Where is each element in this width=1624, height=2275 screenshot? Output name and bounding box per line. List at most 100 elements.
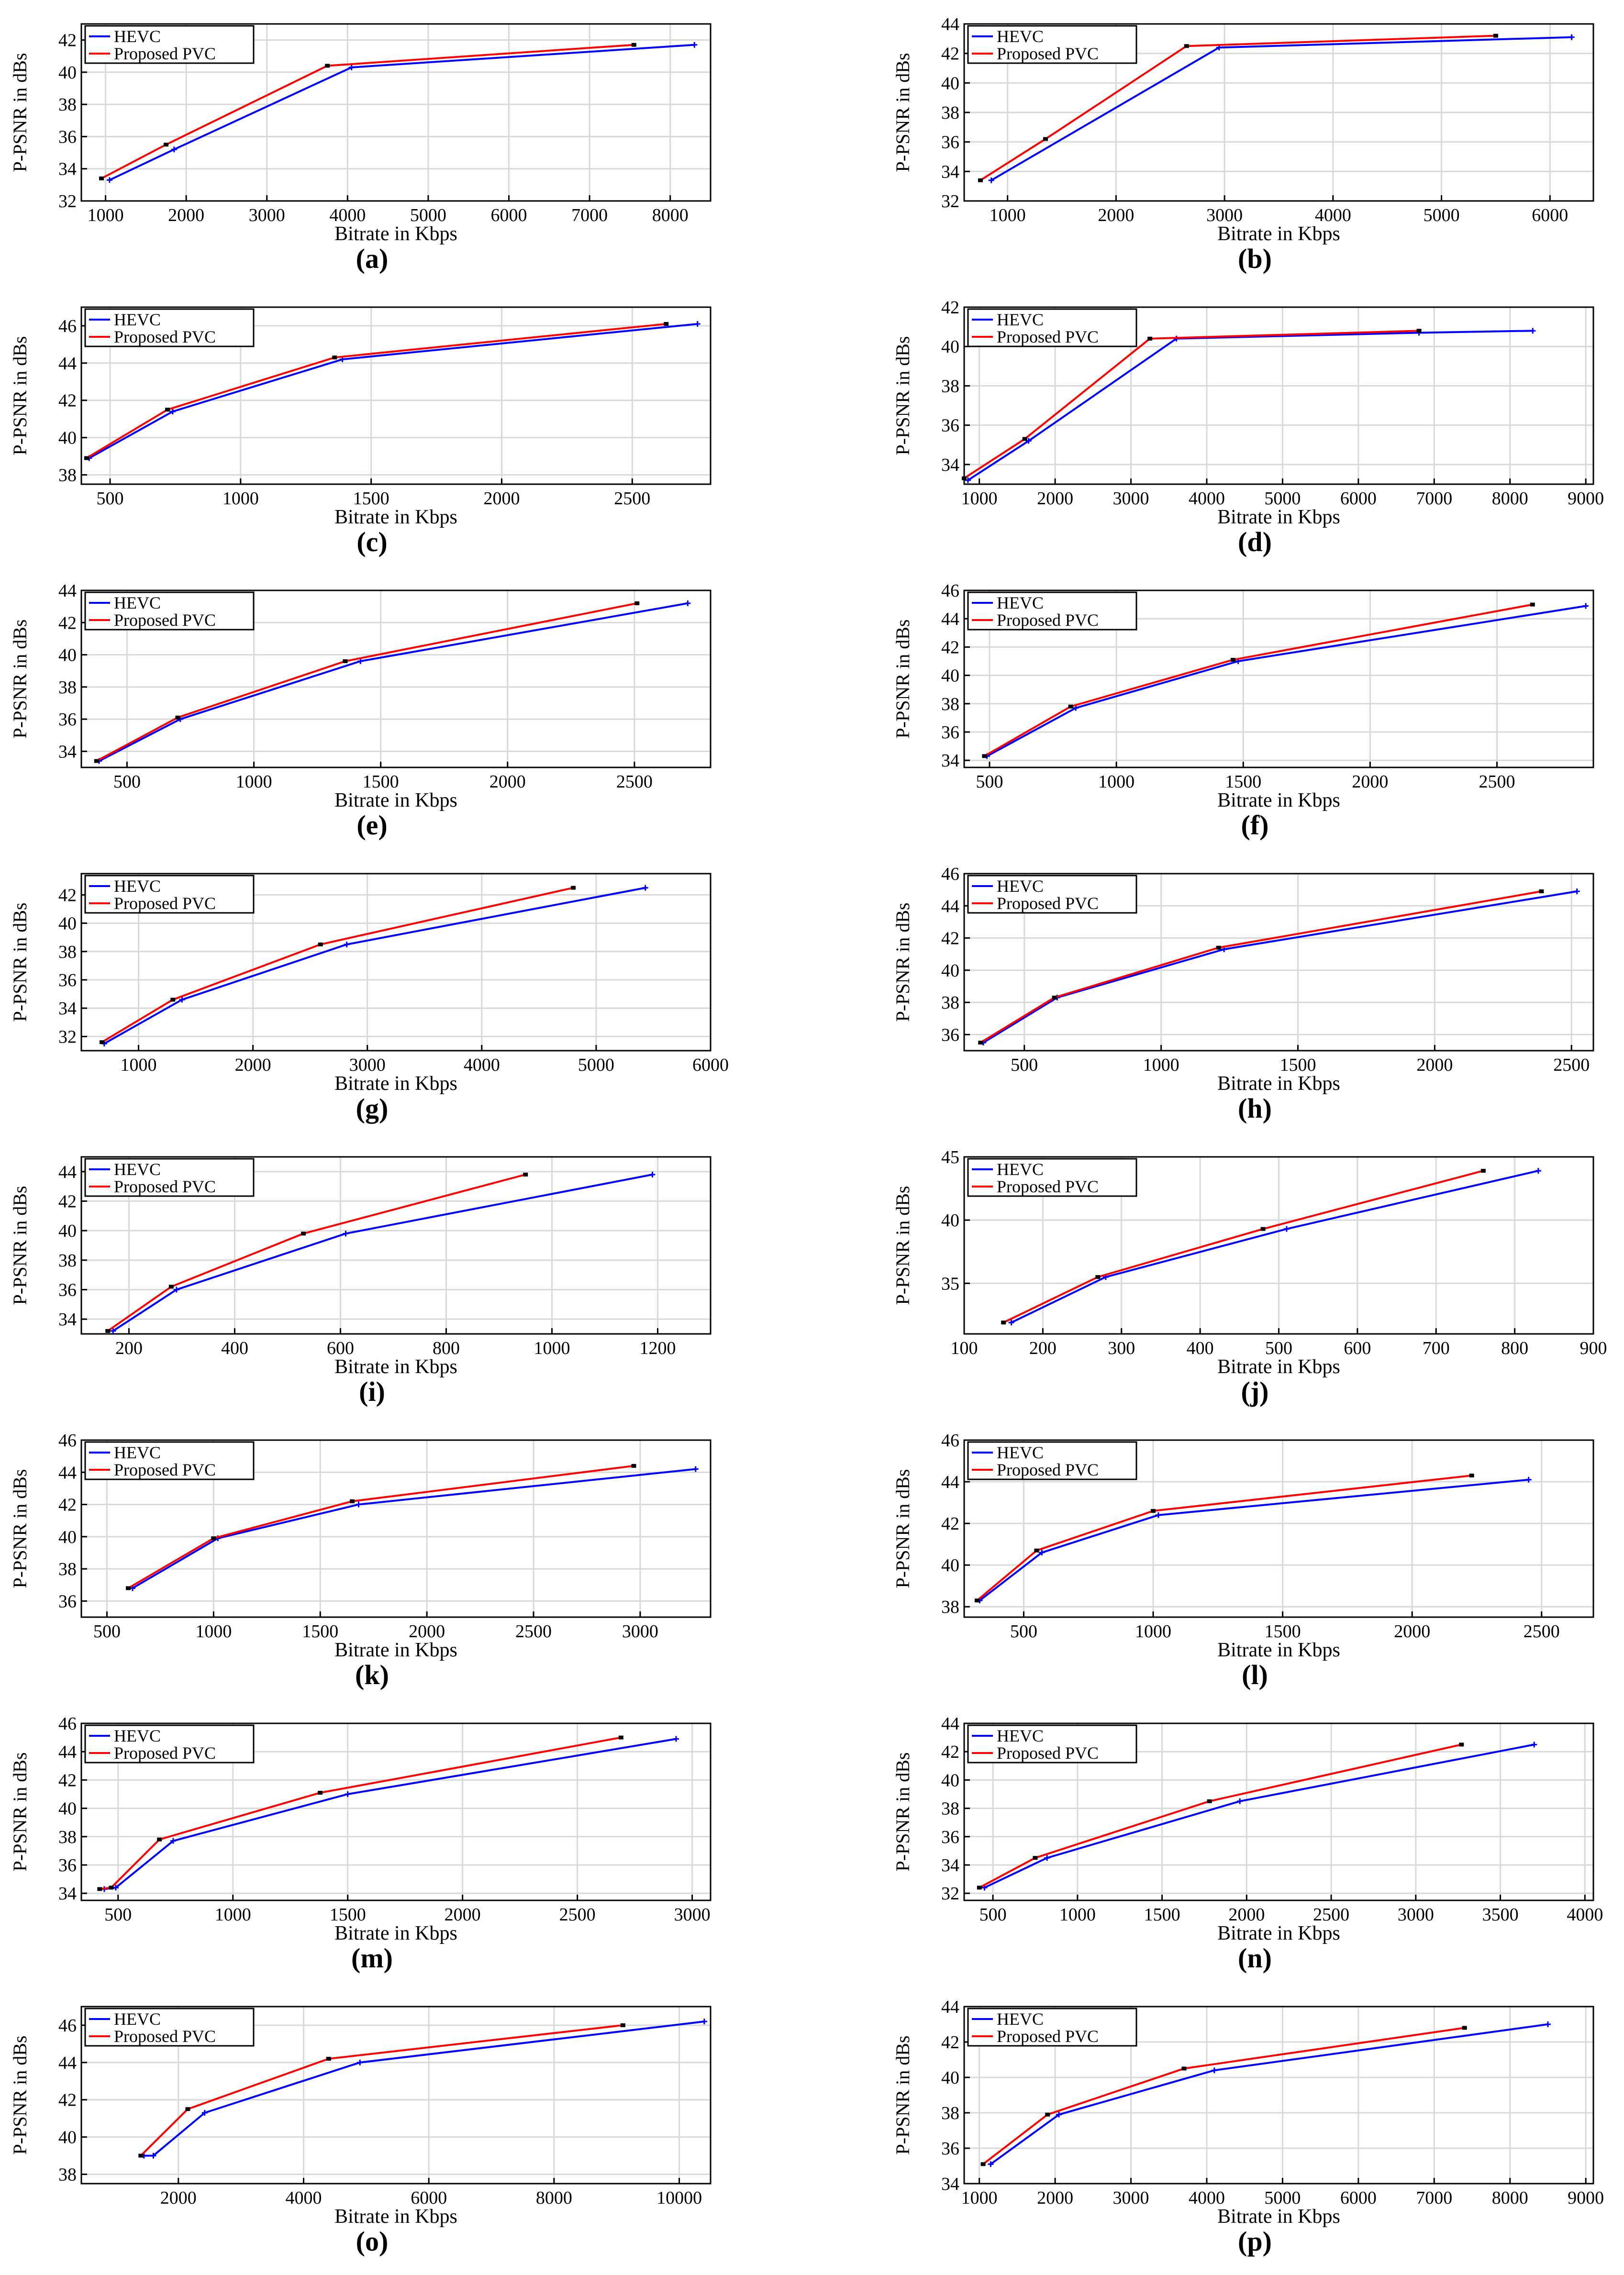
point-marker-proposed [185, 2107, 190, 2111]
x-tick-label: 9000 [1568, 2188, 1604, 2208]
x-axis-label: Bitrate in Kbps [334, 2206, 457, 2228]
legend-box [84, 25, 255, 64]
y-axis-label: P-PSNR in dBs [9, 620, 31, 739]
chart-panel-p: 1000 2000 3000 4000 5000 6000 7000 8000 9000 34 36… [892, 1997, 1604, 2257]
point-marker-proposed [664, 322, 669, 326]
point-marker-proposed [1530, 602, 1535, 607]
point-marker-hevc [701, 2019, 707, 2025]
legend-label: Proposed PVC [997, 1743, 1099, 1763]
y-tick-label: 40 [941, 1770, 959, 1790]
x-tick-label: 600 [1344, 1338, 1371, 1358]
panel-caption: (o) [356, 2226, 389, 2257]
y-tick-label: 42 [58, 391, 77, 411]
x-tick-label: 400 [221, 1338, 248, 1358]
y-tick-label: 38 [58, 942, 77, 962]
y-tick-label: 46 [941, 864, 959, 884]
chart-panel-b: 1000 2000 3000 4000 5000 6000 32 34 36 38 40 42 44 Bi… [892, 14, 1594, 274]
point-marker-hevc [1008, 1320, 1014, 1326]
point-marker-proposed [1043, 137, 1048, 141]
point-marker-hevc [1025, 438, 1032, 444]
y-axis-label: P-PSNR in dBs [9, 2036, 31, 2155]
x-tick-label: 3000 [1113, 2188, 1149, 2208]
panel-caption: (m) [351, 1942, 393, 1974]
x-tick-label: 2000 [1037, 2188, 1073, 2208]
plot-frame [80, 2006, 712, 2185]
point-marker-proposed [1207, 1799, 1212, 1803]
y-tick-label: 42 [58, 1770, 77, 1790]
chart-panel-o: 2000 4000 6000 8000 10000 38 40 42 44 46 Bitrate i… [9, 2006, 712, 2257]
point-marker-hevc [173, 1287, 179, 1293]
y-tick-label: 40 [58, 2128, 77, 2148]
point-marker-hevc [1039, 1550, 1045, 1556]
y-tick-label: 36 [941, 722, 959, 743]
point-marker-hevc [685, 600, 691, 606]
x-tick-label: 500 [1265, 1338, 1292, 1358]
point-marker-hevc [344, 942, 350, 947]
x-tick-label: 500 [979, 1905, 1007, 1925]
legend-box [967, 1441, 1137, 1480]
y-tick-label: 42 [58, 1192, 77, 1212]
x-tick-label: 7000 [571, 205, 608, 225]
point-marker-proposed [138, 2153, 144, 2158]
legend-label: HEVC [997, 593, 1044, 612]
chart-panel-j: 100 200 300 400 500 600 700 800 900 35 40 45 Bitrate… [892, 1147, 1607, 1407]
y-axis-label: P-PSNR in dBs [9, 1186, 31, 1305]
legend-label: Proposed PVC [997, 894, 1099, 913]
panel-caption: (b) [1238, 243, 1272, 274]
series-line-hevc [979, 1478, 1529, 1601]
x-tick-label: 500 [93, 1621, 121, 1642]
y-tick-label: 42 [58, 1495, 77, 1515]
point-marker-proposed [170, 998, 176, 1002]
point-marker-proposed [1184, 44, 1189, 48]
x-tick-label: 2000 [1037, 488, 1073, 509]
y-tick-label: 40 [941, 666, 959, 686]
y-tick-label: 36 [941, 416, 959, 436]
legend-label: HEVC [114, 1726, 161, 1745]
legend-label: HEVC [114, 1160, 161, 1179]
plot-frame [80, 306, 712, 485]
x-tick-label: 6000 [491, 205, 527, 225]
point-marker-hevc [357, 2059, 363, 2065]
legend-label: Proposed PVC [997, 1460, 1099, 1479]
x-tick-label: 7000 [1416, 488, 1452, 509]
y-tick-label: 38 [58, 466, 77, 486]
x-axis-label: Bitrate in Kbps [1217, 1639, 1340, 1661]
plot-frame [963, 1439, 1594, 1618]
point-marker-hevc [345, 1791, 351, 1797]
x-tick-label: 6000 [1532, 205, 1568, 225]
y-tick-label: 42 [58, 885, 77, 905]
y-tick-label: 40 [941, 961, 959, 981]
point-marker-proposed [1459, 1742, 1464, 1747]
point-marker-hevc [170, 1838, 176, 1844]
panel-caption: (e) [356, 810, 387, 841]
y-tick-label: 32 [58, 191, 77, 211]
x-tick-label: 6000 [1340, 2188, 1377, 2208]
legend-box [84, 591, 255, 631]
chart-panel-k: 500 1000 1500 2000 2500 3000 36 38 40 42 44 46 Bitra… [9, 1431, 712, 1690]
x-tick-label: 2000 [1416, 1055, 1453, 1075]
legend-label: HEVC [114, 593, 161, 612]
point-marker-proposed [318, 943, 323, 946]
panel-caption: (d) [1238, 526, 1272, 557]
x-tick-label: 500 [1011, 1055, 1038, 1075]
series-line-proposed [101, 887, 574, 1043]
x-axis-label: Bitrate in Kbps [1217, 1073, 1340, 1095]
point-marker-proposed [99, 176, 104, 180]
y-tick-label: 38 [941, 103, 959, 123]
point-marker-proposed [523, 1173, 528, 1176]
point-marker-hevc [691, 42, 698, 48]
point-marker-proposed [1216, 945, 1221, 950]
point-marker-proposed [325, 64, 330, 68]
x-tick-label: 1500 [1225, 772, 1261, 792]
chart-panel-n: 500 1000 1500 2000 2500 3000 3500 4000 32 34 36 38 4… [892, 1714, 1603, 1974]
legend-label: HEVC [997, 27, 1044, 46]
panel-caption: (f) [1241, 810, 1269, 841]
x-tick-label: 1000 [1143, 1055, 1179, 1075]
plot-frame [80, 873, 712, 1052]
x-tick-label: 1000 [1098, 772, 1135, 792]
series-line-proposed [976, 1475, 1472, 1601]
point-marker-proposed [631, 43, 636, 47]
point-marker-proposed [97, 1887, 102, 1891]
x-tick-label: 900 [1580, 1338, 1607, 1358]
series-line-proposed [982, 2027, 1465, 2165]
